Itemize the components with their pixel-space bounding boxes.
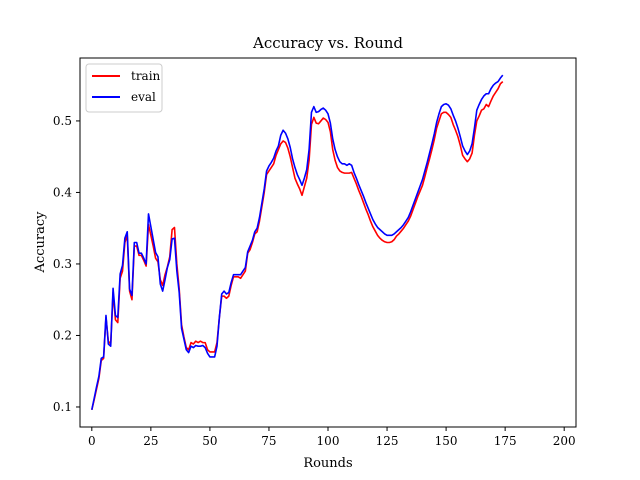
x-tick-label: 125 (376, 434, 399, 448)
x-tick-label: 25 (143, 434, 158, 448)
y-tick-label: 0.1 (53, 400, 72, 414)
x-tick-label: 0 (88, 434, 96, 448)
legend-train-label: train (131, 69, 161, 83)
x-tick-label: 100 (317, 434, 340, 448)
x-tick-label: 200 (553, 434, 576, 448)
x-tick-label: 50 (202, 434, 217, 448)
y-tick-label: 0.4 (53, 185, 72, 199)
x-tick-label: 175 (494, 434, 517, 448)
plot-frame (79, 57, 577, 428)
y-axis-label: Accuracy (33, 211, 48, 274)
y-tick-label: 0.2 (53, 328, 72, 342)
legend: train eval (85, 63, 163, 113)
series-line-eval (91, 74, 504, 411)
series-line-train (91, 81, 504, 411)
legend-eval-label: eval (131, 90, 156, 104)
chart-title: Accuracy vs. Round (252, 34, 403, 52)
x-axis-ticks: 0 25 50 75 100 125 150 175 200 (88, 427, 576, 448)
x-tick-label: 150 (435, 434, 458, 448)
y-axis-ticks: 0.1 0.2 0.3 0.4 0.5 (53, 114, 80, 414)
y-tick-label: 0.5 (53, 114, 72, 128)
x-tick-label: 75 (261, 434, 276, 448)
y-tick-label: 0.3 (53, 257, 72, 271)
plot-area (91, 74, 504, 411)
x-axis-label: Rounds (303, 456, 352, 471)
